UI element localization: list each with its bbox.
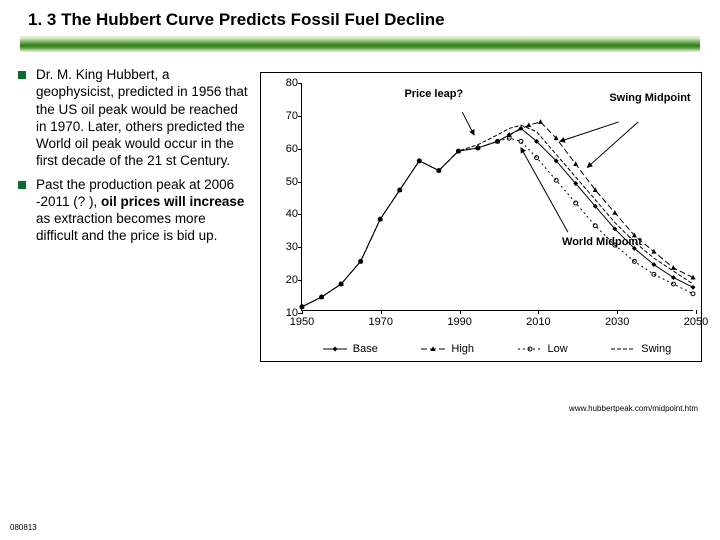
bullet-list: Dr. M. King Hubbert, a geophysicist, pre… [18, 66, 250, 362]
content-row: Dr. M. King Hubbert, a geophysicist, pre… [0, 52, 720, 362]
chart-column: 1020304050607080195019701990201020302050… [260, 66, 702, 362]
y-tick-label: 30 [272, 241, 298, 253]
x-tick-label: 1950 [290, 316, 314, 328]
label-world-midpoint: World Midpoint [562, 236, 642, 248]
x-tick-label: 2010 [526, 316, 550, 328]
y-tick-label: 40 [272, 208, 298, 220]
bullet-text-bold: oil prices will increase [101, 194, 244, 209]
label-price-leap: Price leap? [404, 88, 463, 100]
legend-item: Base [323, 343, 378, 355]
legend-label: High [451, 343, 474, 355]
chart-svg [302, 83, 693, 310]
legend-label: Swing [641, 343, 671, 355]
y-tick-label: 60 [272, 143, 298, 155]
y-tick-mark [298, 83, 302, 84]
bullet-text: Dr. M. King Hubbert, a geophysicist, pre… [36, 67, 248, 168]
x-tick-label: 2050 [684, 316, 708, 328]
footer-code: 080813 [10, 523, 37, 532]
bullet-item: Dr. M. King Hubbert, a geophysicist, pre… [18, 66, 250, 170]
x-tick-mark [538, 310, 539, 314]
x-tick-mark [617, 310, 618, 314]
chart-legend: Base High Low Swing [301, 343, 693, 355]
title-underline [20, 36, 700, 52]
legend-item: Low [518, 343, 568, 355]
bullet-text-post: as extraction becomes more difficult and… [36, 211, 217, 243]
x-tick-mark [302, 310, 303, 314]
citation-text: www.hubbertpeak.com/midpoint.htm [569, 404, 698, 413]
y-tick-mark [298, 247, 302, 248]
x-tick-mark [381, 310, 382, 314]
legend-label: Base [353, 343, 378, 355]
legend-label: Low [548, 343, 568, 355]
y-tick-label: 50 [272, 176, 298, 188]
x-tick-mark [696, 310, 697, 314]
y-tick-label: 20 [272, 274, 298, 286]
bullet-item: Past the production peak at 2006 -2011 (… [18, 176, 250, 245]
legend-item: Swing [611, 343, 671, 355]
slide-title: 1. 3 The Hubbert Curve Predicts Fossil F… [0, 0, 720, 34]
legend-item: High [421, 343, 474, 355]
x-tick-label: 1990 [447, 316, 471, 328]
y-tick-mark [298, 182, 302, 183]
hubbert-chart: 1020304050607080195019701990201020302050… [260, 72, 702, 362]
label-swing-midpoint: Swing Midpoint [609, 92, 690, 104]
x-tick-mark [460, 310, 461, 314]
y-tick-label: 70 [272, 110, 298, 122]
y-tick-mark [298, 214, 302, 215]
y-tick-mark [298, 280, 302, 281]
x-tick-label: 2030 [605, 316, 629, 328]
y-tick-mark [298, 149, 302, 150]
y-tick-mark [298, 116, 302, 117]
plot-area: 1020304050607080195019701990201020302050… [301, 83, 693, 311]
x-tick-label: 1970 [369, 316, 393, 328]
y-tick-label: 80 [272, 77, 298, 89]
